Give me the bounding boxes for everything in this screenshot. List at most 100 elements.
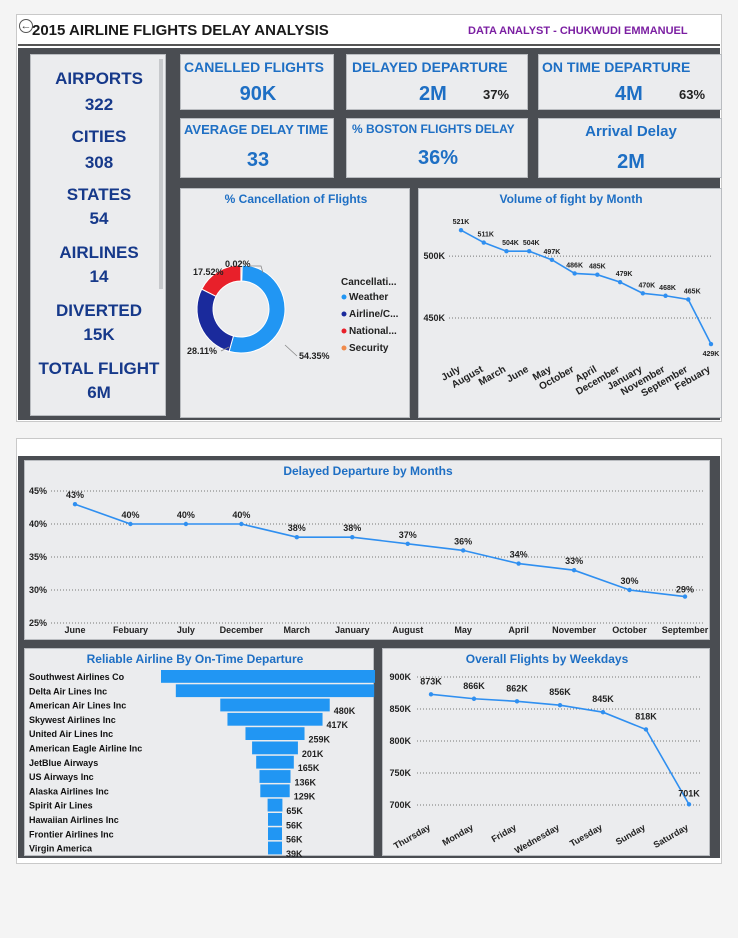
stat-states: STATES 54 <box>31 185 167 229</box>
data-point <box>239 521 244 527</box>
kpi-label: ON TIME DEPARTURE <box>542 59 691 75</box>
data-label: 38% <box>343 523 361 533</box>
kpi-avg-delay-card[interactable]: AVERAGE DELAY TIME 33 <box>180 118 334 178</box>
y-tick-label: 35% <box>29 552 47 562</box>
volume-line-chart: 500K450K521KJuly511KAugust504KMarch504KJ… <box>423 219 720 399</box>
kpi-arrival-card[interactable]: Arrival Delay 2M <box>538 118 722 178</box>
stat-value: 54 <box>89 209 109 228</box>
funnel-bar <box>220 698 330 712</box>
y-tick-label: 450K <box>423 313 445 323</box>
data-point <box>471 696 477 701</box>
funnel-bar <box>175 684 375 698</box>
y-tick-label: 800K <box>389 736 411 746</box>
data-label: 33% <box>565 556 583 566</box>
funnel-bar <box>227 712 323 726</box>
y-tick-label: 850K <box>389 704 411 714</box>
donut-slice <box>240 264 243 282</box>
data-point <box>686 297 691 302</box>
data-point <box>481 240 486 245</box>
x-tick-label: January <box>335 625 370 635</box>
data-point <box>686 802 692 807</box>
airline-label: Delta Air Lines Inc <box>29 686 107 696</box>
data-label: 29% <box>676 585 694 595</box>
data-label: 486K <box>566 262 583 269</box>
stat-label: DIVERTED <box>56 301 142 320</box>
stat-total-flight: TOTAL FLIGHT 6M <box>31 359 167 403</box>
data-label: 17.52% <box>193 267 224 277</box>
y-tick-label: 700K <box>389 800 411 810</box>
x-tick-label: June <box>64 625 85 635</box>
airline-label: Spirit Air Lines <box>29 801 93 811</box>
x-tick-label: Saturday <box>652 822 690 850</box>
data-label: 485K <box>589 264 606 271</box>
data-label: 429K <box>703 351 720 358</box>
stats-panel: AIRPORTS 322 CITIES 308 STATES 54 AIRLIN… <box>30 54 166 416</box>
legend-item[interactable]: National... <box>349 326 397 337</box>
series-line <box>74 503 686 598</box>
kpi-delayed-card[interactable]: DELAYED DEPARTURE 2M 37% <box>346 54 528 110</box>
airline-funnel-chart: Southwest Airlines Co Delta Air Lines Inc… <box>29 670 375 857</box>
data-point <box>595 272 600 277</box>
back-arrow-icon[interactable]: ← <box>19 19 33 33</box>
kpi-label: AVERAGE DELAY TIME <box>184 122 329 137</box>
funnel-bar <box>259 770 291 783</box>
airline-label: American Eagle Airline Inc <box>29 744 142 754</box>
y-tick-label: 45% <box>29 486 47 496</box>
legend-item[interactable]: Airline/C... <box>349 309 399 320</box>
stat-label: AIRLINES <box>59 243 139 262</box>
kpi-cancelled-card[interactable]: CANELLED FLIGHTS 90K <box>180 54 334 110</box>
data-label: 56K <box>286 835 303 845</box>
data-label: 866K <box>463 681 485 691</box>
legend-item[interactable]: Weather <box>349 292 388 303</box>
delayed-months-panel: Delayed Departure by Months 45% 40% 35% 30%… <box>24 460 710 640</box>
x-tick-label: Monday <box>441 822 475 848</box>
kpi-value: 2M <box>419 83 447 105</box>
airline-label: JetBlue Airways <box>29 758 98 768</box>
funnel-bar <box>256 755 294 769</box>
data-label: 511K <box>478 232 494 239</box>
data-point <box>627 587 632 593</box>
cancellation-panel: % Cancellation of Flights 54.35% 28.11% … <box>180 188 410 418</box>
data-label: 136K <box>295 777 317 787</box>
data-point <box>708 341 714 347</box>
airline-label: United Air Lines Inc <box>29 729 113 739</box>
legend-swatch <box>341 311 347 317</box>
stat-label: STATES <box>66 185 132 204</box>
chart-title: Overall Flights by Weekdays <box>465 652 629 666</box>
volume-month-panel: Volume of fight by Month 500K 450K 521K Jul… <box>418 188 722 418</box>
kpi-value: 2M <box>617 151 645 173</box>
data-label: 36% <box>454 536 472 546</box>
data-label: 43% <box>66 490 84 500</box>
data-label: 468K <box>659 285 676 292</box>
chart-title: Volume of fight by Month <box>499 192 643 206</box>
data-point <box>549 257 555 263</box>
data-label: 417K <box>327 720 349 730</box>
stat-airports: AIRPORTS 322 <box>31 69 167 115</box>
dashboard-title: 2015 AIRLINE FLIGHTS DELAY ANALYSIS <box>32 22 329 39</box>
stat-value: 6M <box>87 383 111 402</box>
x-tick-label: Sunday <box>614 822 647 847</box>
data-point <box>514 699 520 704</box>
data-point <box>460 548 466 553</box>
stat-cities: CITIES 308 <box>31 127 167 173</box>
kpi-pct: 37% <box>483 87 510 102</box>
x-tick-label: Febuary <box>113 625 148 635</box>
data-label: 201K <box>302 749 324 759</box>
data-label: 862K <box>506 683 528 693</box>
data-label: 56K <box>286 820 303 830</box>
data-label: 497K <box>544 249 561 256</box>
kpi-ontime-card[interactable]: ON TIME DEPARTURE 4M 63% <box>538 54 722 110</box>
data-label: 40% <box>177 510 195 520</box>
data-label: 818K <box>635 711 657 721</box>
x-tick-label: September <box>662 625 709 635</box>
data-label: 259K <box>309 735 331 745</box>
data-label: 38% <box>288 523 306 533</box>
stat-value: 322 <box>84 95 114 114</box>
x-tick-label: June <box>505 364 531 385</box>
legend-item[interactable]: Security <box>349 343 389 354</box>
stats-scrollbar[interactable] <box>159 59 163 289</box>
data-label: 65K <box>286 806 303 816</box>
x-tick-label: April <box>508 625 529 635</box>
chart-title: Delayed Departure by Months <box>283 464 453 478</box>
kpi-boston-card[interactable]: % BOSTON FLIGHTS DELAY 36% <box>346 118 528 178</box>
